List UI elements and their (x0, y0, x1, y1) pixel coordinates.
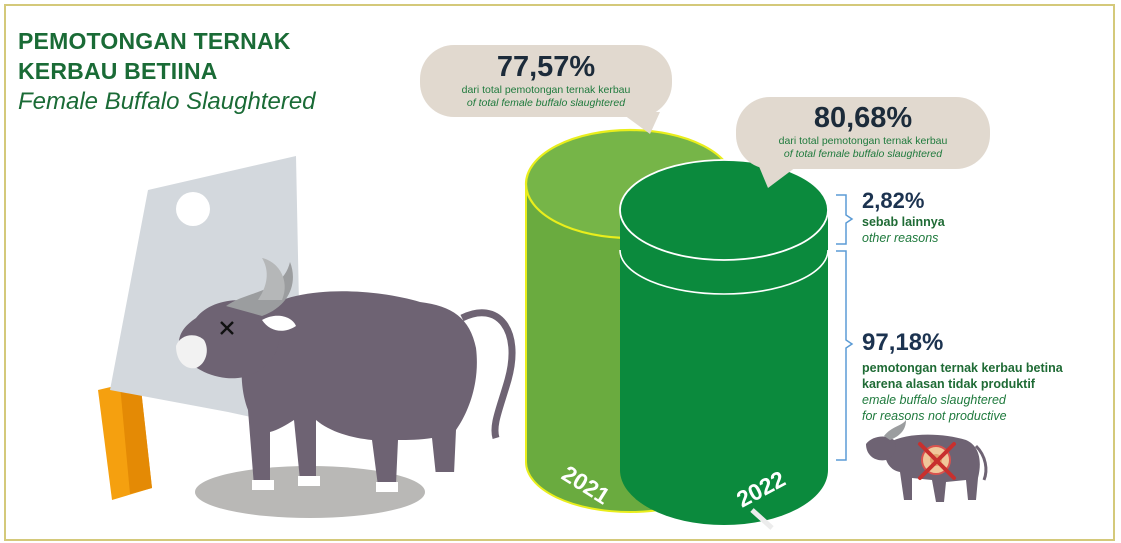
not-productive-label-en-2: for reasons not productive (862, 409, 1007, 423)
buffalo-body (241, 291, 477, 486)
buffalo-x-eye-icon (220, 321, 234, 335)
title-line-2: KERBAU BETIINA (18, 58, 218, 84)
bubble-2021-caption-id: dari total pemotongan ternak kerbau (461, 84, 631, 96)
bubble-2021-caption-en: of total female buffalo slaughtered (466, 97, 626, 109)
cylinder-2022-top (619, 159, 829, 261)
buffalo-hoof (434, 472, 456, 482)
bracket-not-productive (836, 250, 854, 461)
buffalo-horn-left (226, 262, 293, 316)
bubble-2022-text: 80,68% dari total pemotongan ternak kerb… (736, 101, 990, 161)
not-productive-label-id-2: karena alasan tidak produktif (862, 377, 1035, 391)
not-productive-value: 97,18% (862, 329, 944, 356)
buffalo-illustration (176, 258, 516, 492)
chart-title: PEMOTONGAN TERNAK KERBAU BETIINA Female … (18, 26, 316, 118)
buffalo-horn-right (258, 258, 285, 300)
value-label-2022: 80,68% (813, 102, 913, 134)
bubble-2022-caption-id: dari total pemotongan ternak kerbau (778, 135, 948, 147)
cleaver-hole (176, 192, 210, 226)
title-line-1: PEMOTONGAN TERNAK (18, 28, 291, 54)
bracket-other-reasons (836, 194, 854, 245)
value-bubble-2021 (420, 45, 672, 134)
buffalo-hoof (298, 476, 320, 486)
buffalo-muzzle (176, 335, 207, 369)
value-label-2021: 77,57% (496, 51, 596, 83)
buffalo-hoof (252, 480, 274, 490)
not-productive-label-en-1: emale buffalo slaughtered (862, 393, 1006, 407)
value-bubble-2022 (736, 97, 990, 188)
buffalo-shadow (195, 466, 425, 518)
buffalo-ear (262, 315, 296, 331)
annotation-not-productive: 97,18% pemotongan ternak kerbau betina k… (862, 326, 1114, 424)
other-reasons-label-id: sebab lainnya (862, 215, 945, 229)
title-line-3: Female Buffalo Slaughtered (18, 88, 316, 115)
bubble-2022-caption-en: of total female buffalo slaughtered (783, 148, 943, 160)
cylinder-2022-segment-line (619, 249, 829, 295)
annotation-other-reasons: 2,82% sebab lainnya other reasons (862, 188, 1102, 246)
not-productive-label-id-1: pemotongan ternak kerbau betina (862, 361, 1063, 375)
watermark-stroke (750, 508, 774, 530)
bubble-2021-text: 77,57% dari total pemotongan ternak kerb… (420, 50, 672, 110)
cylinder-2022 (619, 159, 829, 525)
buffalo-hoof (376, 482, 398, 492)
cleaver-handle-shade (120, 380, 152, 494)
cross-icon (918, 442, 956, 480)
other-reasons-label-en: other reasons (862, 231, 939, 245)
buffalo-tail (460, 309, 516, 440)
other-reasons-value: 2,82% (862, 188, 925, 213)
